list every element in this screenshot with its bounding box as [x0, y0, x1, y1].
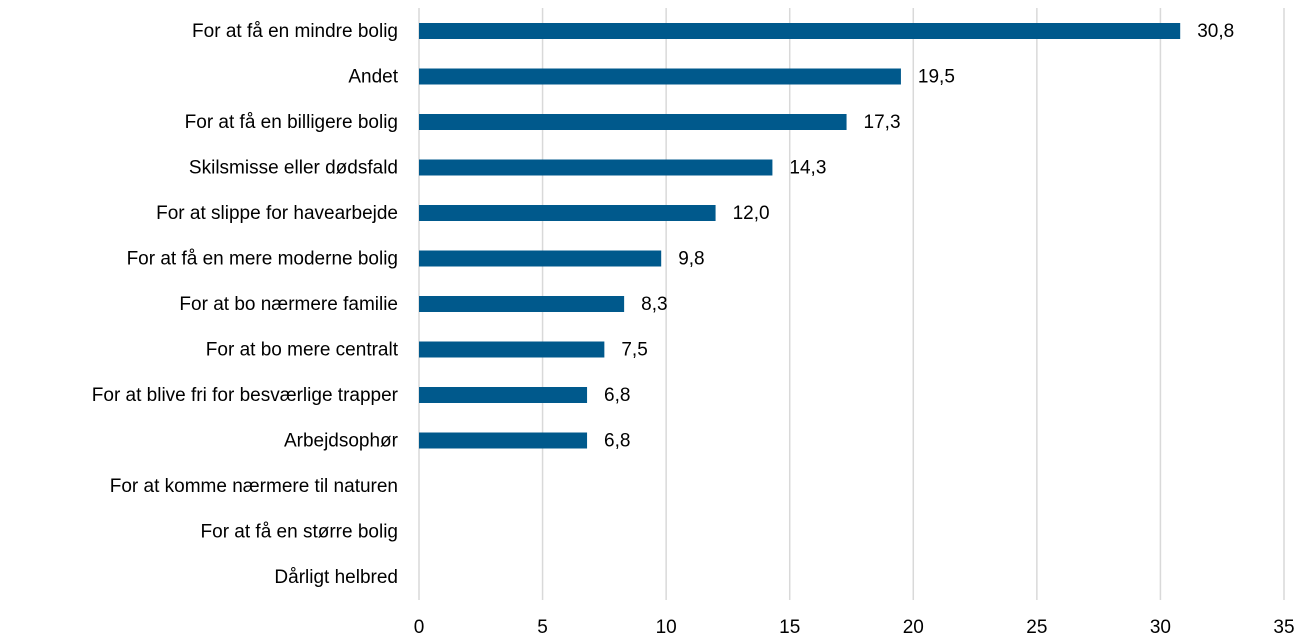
data-label: 7,5: [621, 340, 647, 361]
bar: [419, 68, 901, 85]
y-tick-label: Andet: [348, 67, 398, 88]
y-tick-label: For at bo mere centralt: [206, 340, 399, 361]
y-tick-label: Arbejdsophør: [284, 431, 399, 452]
bar: [419, 159, 773, 176]
x-tick-label: 25: [1026, 617, 1047, 638]
x-tick-label: 0: [414, 617, 425, 638]
data-label: 6,8: [604, 431, 630, 452]
y-tick-label: For at få en mere moderne bolig: [127, 249, 398, 270]
y-tick-label: For at komme nærmere til naturen: [110, 476, 398, 497]
bar: [419, 296, 625, 312]
x-tick-label: 35: [1273, 617, 1294, 638]
bar: [419, 250, 662, 267]
x-tick-label: 10: [656, 617, 677, 638]
x-tick-label: 5: [537, 617, 548, 638]
bar: [419, 341, 605, 358]
bar: [419, 432, 588, 449]
x-tick-label: 20: [903, 617, 924, 638]
y-tick-label: Dårligt helbred: [274, 567, 398, 588]
data-label: 9,8: [678, 249, 704, 270]
data-label: 17,3: [864, 112, 901, 133]
bar: [419, 23, 1181, 39]
x-tick-label: 30: [1150, 617, 1171, 638]
y-tick-label: Skilsmisse eller dødsfald: [189, 158, 398, 179]
y-tick-label: For at bo nærmere familie: [179, 294, 398, 315]
data-label: 8,3: [641, 294, 667, 315]
data-label: 30,8: [1197, 21, 1234, 42]
bar: [419, 205, 716, 221]
y-tick-label: For at blive fri for besværlige trapper: [92, 385, 399, 406]
data-label: 12,0: [733, 203, 770, 224]
y-tick-label: For at få en billigere bolig: [185, 112, 398, 133]
y-tick-label: For at få en større bolig: [201, 522, 398, 543]
x-tick-label: 15: [779, 617, 800, 638]
y-tick-label: For at få en mindre bolig: [192, 21, 398, 42]
bar: [419, 114, 847, 130]
y-tick-label: For at slippe for havearbejde: [156, 203, 398, 224]
data-label: 19,5: [918, 67, 955, 88]
data-label: 6,8: [604, 385, 630, 406]
data-label: 14,3: [789, 158, 826, 179]
bar: [419, 387, 588, 403]
